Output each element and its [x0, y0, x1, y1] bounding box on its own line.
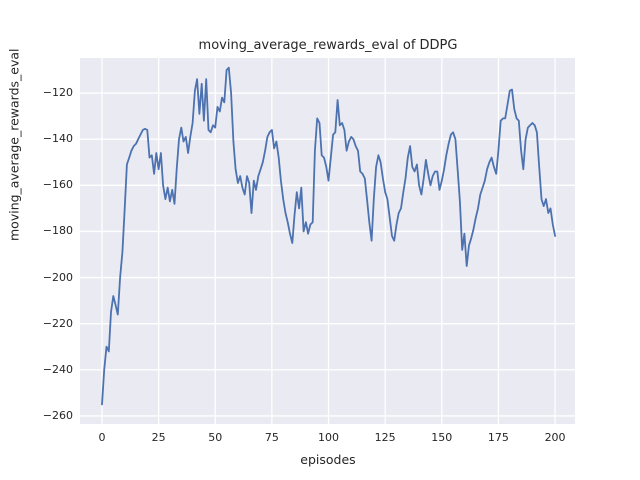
- x-tick-label: 125: [374, 431, 396, 444]
- x-tick-label: 100: [318, 431, 340, 444]
- x-axis-label: episodes: [300, 452, 356, 467]
- x-tick-label: 75: [264, 431, 279, 444]
- x-tick-label: 0: [98, 431, 106, 444]
- series-line-moving_average_rewards_eval: [101, 66, 556, 406]
- x-tick-label: 50: [208, 431, 223, 444]
- x-tick-label: 200: [544, 431, 566, 444]
- x-tick-label: 175: [487, 431, 509, 444]
- y-tick-label: −180: [42, 224, 73, 238]
- x-tick-label: 25: [151, 431, 166, 444]
- y-tick-label: −120: [42, 86, 73, 100]
- y-tick-label: −200: [42, 270, 73, 284]
- y-tick-label: −140: [42, 132, 73, 146]
- y-tick-label: −240: [42, 362, 73, 376]
- plot-area: [80, 58, 575, 424]
- y-tick-label: −220: [42, 316, 73, 330]
- y-tick-label: −260: [42, 408, 73, 422]
- x-tick-label: 150: [431, 431, 453, 444]
- chart-title: moving_average_rewards_eval of DDPG: [198, 38, 458, 53]
- y-tick-label: −160: [42, 178, 73, 192]
